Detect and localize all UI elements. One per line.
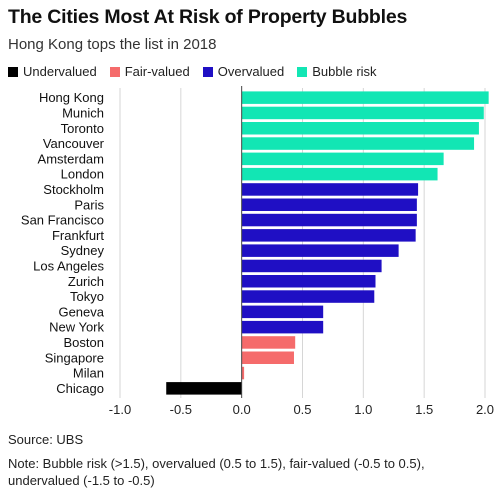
legend-label-fair-valued: Fair-valued bbox=[124, 64, 190, 79]
x-tick-label-1-0: 1.0 bbox=[354, 402, 372, 417]
category-label-milan: Milan bbox=[73, 366, 104, 381]
legend-item-undervalued: Undervalued bbox=[8, 64, 97, 79]
category-label-london: London bbox=[61, 167, 104, 182]
category-label-san-francisco: San Francisco bbox=[21, 213, 104, 228]
category-label-frankfurt: Frankfurt bbox=[52, 228, 104, 243]
source-note: Source: UBS bbox=[8, 432, 84, 447]
category-label-vancouver: Vancouver bbox=[43, 136, 105, 151]
bar-chicago bbox=[166, 382, 242, 395]
footnote: Note: Bubble risk (>1.5), overvalued (0.… bbox=[8, 456, 425, 488]
x-tick-label-1-5: 1.5 bbox=[415, 402, 433, 417]
category-label-toronto: Toronto bbox=[61, 121, 104, 136]
category-label-amsterdam: Amsterdam bbox=[38, 151, 104, 166]
bar-munich bbox=[241, 106, 484, 120]
category-label-geneva: Geneva bbox=[58, 304, 104, 319]
legend-label-bubble-risk: Bubble risk bbox=[312, 64, 377, 79]
legend-item-fair-valued: Fair-valued bbox=[109, 64, 190, 79]
bar-singapore bbox=[241, 351, 294, 364]
category-label-tokyo: Tokyo bbox=[70, 289, 104, 304]
bar-geneva bbox=[241, 305, 324, 319]
legend-item-bubble-risk: Bubble risk bbox=[297, 64, 377, 79]
bar-los-angeles bbox=[241, 259, 382, 273]
bar-zurich bbox=[241, 275, 376, 288]
bar-milan bbox=[241, 366, 245, 380]
category-label-boston: Boston bbox=[64, 335, 104, 350]
legend-swatch-undervalued bbox=[8, 66, 18, 77]
chart-subtitle: Hong Kong tops the list in 2018 bbox=[8, 36, 217, 53]
bar-london bbox=[241, 167, 438, 181]
x-tick-label-0-5: 0.5 bbox=[293, 402, 311, 417]
bar-hong-kong bbox=[241, 91, 489, 104]
bar-new-york bbox=[241, 320, 324, 334]
legend-swatch-fair-valued bbox=[109, 66, 120, 77]
legend-swatch-bubble-risk bbox=[297, 66, 308, 77]
x-tick-label-2-0: 2.0 bbox=[476, 402, 494, 417]
category-label-new-york: New York bbox=[49, 320, 104, 335]
category-label-los-angeles: Los Angeles bbox=[33, 258, 104, 273]
category-label-singapore: Singapore bbox=[45, 350, 104, 365]
legend-label-overvalued: Overvalued bbox=[217, 64, 285, 79]
category-label-chicago: Chicago bbox=[56, 381, 104, 396]
chart-title: The Cities Most At Risk of Property Bubb… bbox=[8, 6, 408, 28]
bar-san-francisco bbox=[241, 213, 417, 227]
category-label-sydney: Sydney bbox=[61, 243, 105, 258]
legend-item-overvalued: Overvalued bbox=[202, 64, 285, 79]
x-tick-label-0-5: -0.5 bbox=[170, 402, 192, 417]
legend-label-undervalued: Undervalued bbox=[23, 64, 97, 79]
bar-amsterdam bbox=[241, 152, 444, 166]
bar-frankfurt bbox=[241, 229, 416, 242]
bar-toronto bbox=[241, 122, 479, 135]
category-label-paris: Paris bbox=[74, 197, 104, 212]
category-label-stockholm: Stockholm bbox=[43, 182, 104, 197]
category-label-munich: Munich bbox=[62, 105, 104, 120]
x-tick-label-1-0: -1.0 bbox=[109, 402, 131, 417]
bar-sydney bbox=[241, 244, 399, 257]
category-label-zurich: Zurich bbox=[68, 274, 104, 289]
bar-paris bbox=[241, 198, 417, 211]
bar-stockholm bbox=[241, 183, 419, 196]
bar-tokyo bbox=[241, 290, 375, 303]
legend-swatch-overvalued bbox=[202, 66, 213, 77]
chart-legend: Undervalued Fair-valued Overvalued Bubbl… bbox=[8, 64, 377, 79]
bar-vancouver bbox=[241, 137, 475, 150]
x-tick-label-0-0: 0.0 bbox=[233, 402, 251, 417]
category-label-hong-kong: Hong Kong bbox=[39, 90, 104, 105]
bar-boston bbox=[241, 336, 296, 349]
